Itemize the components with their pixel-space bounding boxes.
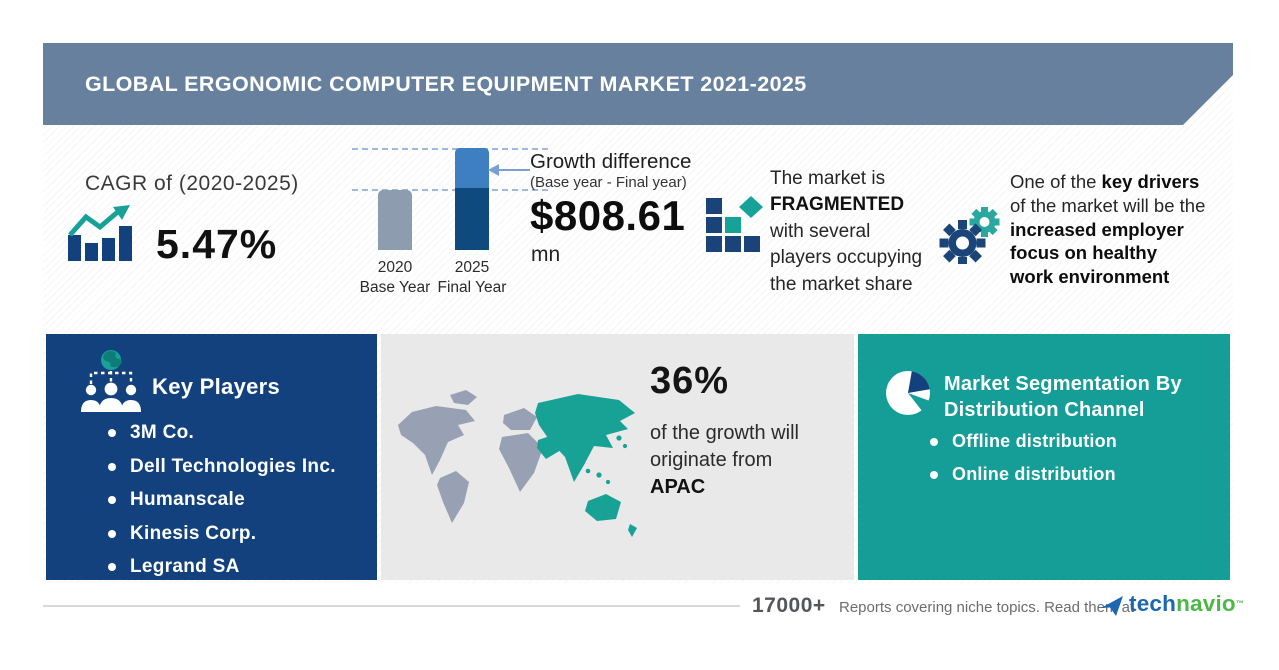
bar-2025-final-year bbox=[455, 148, 489, 250]
apac-line2: originate from bbox=[650, 449, 773, 471]
gears-icon bbox=[938, 206, 1004, 269]
chart-guide-line-top bbox=[352, 148, 548, 150]
pie-chart-icon bbox=[883, 368, 933, 423]
key-player-name: Dell Technologies Inc. bbox=[130, 455, 336, 477]
key-player-name: Humanscale bbox=[130, 489, 245, 510]
key-players-box bbox=[46, 334, 377, 580]
key-driver-text: One of the key drivers of the market wil… bbox=[1010, 170, 1205, 289]
growth-difference-heading: Growth difference bbox=[530, 150, 692, 173]
fragmentation-line1: The market is bbox=[770, 168, 886, 189]
driver-line1-regular: One of the bbox=[1010, 171, 1102, 192]
world-map-apac-highlight bbox=[392, 385, 642, 555]
brand-navio: navio bbox=[1176, 591, 1236, 616]
segmentation-item: Offline distribution bbox=[930, 431, 1117, 452]
bullet-icon bbox=[108, 462, 116, 471]
key-player-item: 3M Co. bbox=[108, 422, 336, 444]
bar1-year-label: 2020 bbox=[377, 259, 413, 276]
driver-line3: increased employer bbox=[1010, 218, 1184, 240]
bar2-year-label: 2025 bbox=[454, 259, 490, 276]
apac-growth-text: of the growth will originate from APAC bbox=[650, 420, 799, 501]
driver-line5: work environment bbox=[1010, 266, 1170, 288]
bar-2020-base-year bbox=[378, 190, 412, 250]
brand-tech: tech bbox=[1129, 591, 1177, 616]
footer-tagline: Reports covering niche topics. Read them… bbox=[839, 599, 1135, 616]
footer-divider bbox=[43, 605, 740, 607]
driver-line2: of the market will be the bbox=[1010, 194, 1206, 216]
technavio-arrow-icon bbox=[1100, 595, 1124, 622]
fragmentation-text: The market is FRAGMENTED with several pl… bbox=[770, 166, 922, 298]
key-player-name: 3M Co. bbox=[130, 422, 195, 443]
growth-difference-value: $808.61 bbox=[530, 192, 686, 239]
title-banner: GLOBAL ERGONOMIC COMPUTER EQUIPMENT MARK… bbox=[43, 43, 1233, 125]
technavio-logo[interactable]: technavio™ bbox=[1100, 591, 1244, 622]
bar2-sub-label: Final Year bbox=[437, 279, 507, 296]
fragmented-squares-icon bbox=[706, 196, 764, 261]
bar1-sub-label: Base Year bbox=[359, 279, 431, 296]
key-player-item: Kinesis Corp. bbox=[108, 523, 336, 545]
segmentation-channel: Online distribution bbox=[952, 464, 1116, 484]
key-players-heading: Key Players bbox=[152, 374, 281, 399]
bullet-icon bbox=[108, 563, 116, 571]
page-title: GLOBAL ERGONOMIC COMPUTER EQUIPMENT MARK… bbox=[85, 71, 807, 96]
key-player-item: Dell Technologies Inc. bbox=[108, 456, 336, 478]
growth-difference-subheading: (Base year - Final year) bbox=[530, 174, 687, 191]
bullet-icon bbox=[108, 496, 116, 504]
segmentation-heading-line2: Distribution Channel bbox=[944, 398, 1145, 421]
fragmentation-line4: players occupying bbox=[770, 247, 923, 269]
driver-line4: focus on healthy bbox=[1010, 242, 1157, 264]
apac-growth-percentage: 36% bbox=[650, 360, 730, 402]
growth-pointer-arrow-icon bbox=[488, 164, 499, 176]
segmentation-item: Online distribution bbox=[930, 464, 1117, 485]
driver-line1-bold: key drivers bbox=[1101, 171, 1200, 192]
apac-region-label: APAC bbox=[650, 476, 706, 498]
fragmentation-line5: the market share bbox=[770, 273, 913, 295]
bullet-icon bbox=[930, 470, 938, 479]
segmentation-channel: Offline distribution bbox=[952, 431, 1117, 451]
cagr-label: CAGR of (2020-2025) bbox=[85, 172, 299, 195]
brand-trademark: ™ bbox=[1235, 599, 1245, 608]
bullet-icon bbox=[108, 429, 116, 437]
bullet-icon bbox=[108, 529, 116, 538]
key-players-list: 3M Co. Dell Technologies Inc. Humanscale… bbox=[108, 422, 336, 578]
key-player-name: Legrand SA bbox=[130, 556, 240, 577]
bar-growth-difference-segment bbox=[455, 148, 489, 188]
technavio-wordmark: technavio™ bbox=[1129, 591, 1244, 617]
growth-bars-arrow-icon bbox=[66, 205, 138, 268]
segmentation-heading: Market Segmentation By Distribution Chan… bbox=[944, 372, 1182, 423]
key-player-item: Humanscale bbox=[108, 489, 336, 511]
fragmentation-line3: with several bbox=[770, 220, 871, 242]
key-player-item: Legrand SA bbox=[108, 556, 336, 578]
regional-growth-box bbox=[381, 334, 854, 580]
key-player-name: Kinesis Corp. bbox=[130, 522, 257, 544]
growth-pointer-line bbox=[498, 169, 530, 171]
cagr-block: 5.47% bbox=[66, 205, 277, 268]
segmentation-list: Offline distribution Online distribution bbox=[930, 431, 1117, 485]
footer-report-count: 17000+ bbox=[752, 594, 826, 617]
segmentation-heading-line1: Market Segmentation By bbox=[944, 373, 1182, 395]
key-players-globe-people-icon bbox=[78, 348, 144, 421]
cagr-value: 5.47% bbox=[156, 221, 278, 267]
growth-difference-unit: mn bbox=[531, 243, 561, 266]
chart-guide-line-base bbox=[352, 189, 548, 191]
bullet-icon bbox=[930, 437, 938, 446]
fragmentation-line2: FRAGMENTED bbox=[770, 194, 905, 216]
apac-line1: of the growth will bbox=[650, 422, 799, 444]
